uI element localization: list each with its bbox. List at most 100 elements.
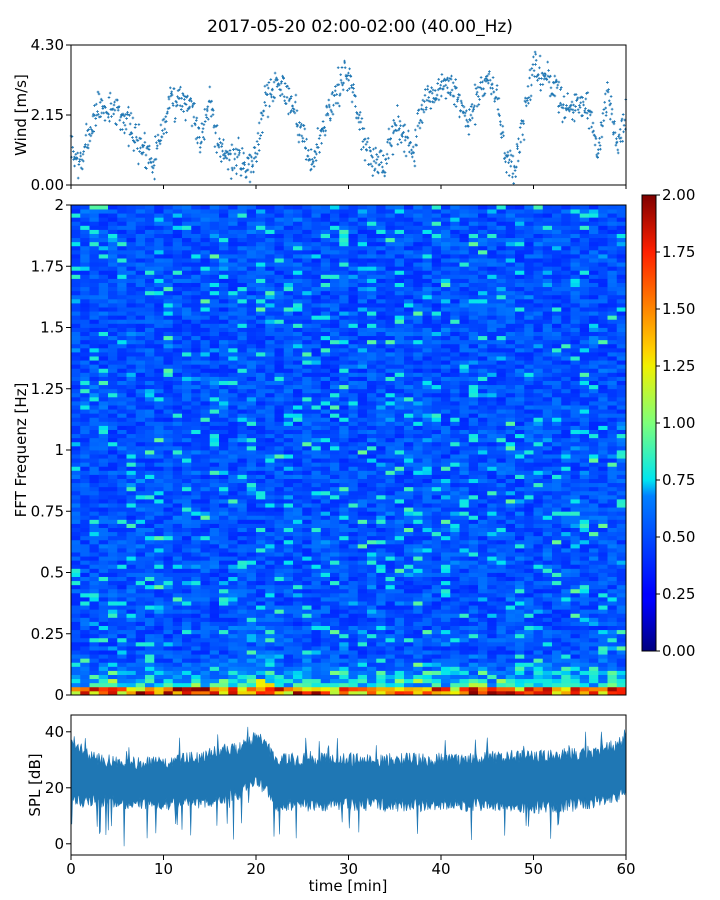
wind-point xyxy=(567,108,570,111)
spectrogram-cell xyxy=(542,503,553,508)
spectrogram-cell xyxy=(154,515,164,520)
spectrogram-cell xyxy=(598,576,608,582)
spectrogram-cell xyxy=(191,552,201,557)
wind-point xyxy=(290,109,293,112)
spectrogram-cell xyxy=(154,580,164,586)
spectrogram-cell xyxy=(385,511,396,516)
wind-point xyxy=(101,107,105,110)
spectrogram-cell xyxy=(413,584,423,590)
spectrogram-cell xyxy=(505,507,516,512)
wind-point xyxy=(552,81,556,85)
spectrogram-cell xyxy=(459,499,470,504)
spectrogram-cell xyxy=(542,580,553,586)
wind-point xyxy=(394,124,398,127)
spectrogram-cell xyxy=(542,441,553,447)
spectrogram-cell xyxy=(431,686,442,692)
spectrogram-cell xyxy=(293,678,303,684)
spectrogram-cell xyxy=(89,592,100,598)
spectrogram-cell xyxy=(274,511,285,516)
spectrogram-cell xyxy=(71,556,81,561)
spectrogram-cell xyxy=(505,494,516,500)
spectrogram-cell xyxy=(89,580,100,586)
wind-point xyxy=(131,136,134,139)
spectrogram-cell xyxy=(163,609,174,614)
spectrogram-cell xyxy=(126,490,137,496)
spectrogram-cell xyxy=(431,445,442,451)
spectrogram-cell xyxy=(570,445,581,451)
spectrogram-cell xyxy=(237,437,248,443)
spectrogram-cell xyxy=(320,641,331,647)
spectrogram-cell xyxy=(450,486,460,492)
spectrogram-cell xyxy=(348,597,359,602)
spectrogram-cell xyxy=(320,621,331,626)
spectrogram-cell xyxy=(385,503,396,508)
spectrogram-cell xyxy=(283,580,294,586)
spectrogram-cell xyxy=(542,482,553,488)
spectrogram-cell xyxy=(145,494,155,500)
spectrogram-cell xyxy=(570,633,581,639)
spectrogram-cell xyxy=(209,535,220,541)
spectrogram-cell xyxy=(256,445,266,451)
spectrogram-cell xyxy=(431,650,442,655)
spectrogram-cell xyxy=(154,531,164,537)
spectrogram-cell xyxy=(589,458,599,463)
spectrogram-cell xyxy=(246,515,257,520)
spectrogram-cell xyxy=(589,576,599,582)
spectrogram-cell xyxy=(561,552,571,557)
wind-point xyxy=(355,111,358,114)
spectrogram-cell xyxy=(154,494,164,500)
wind-point xyxy=(416,124,420,128)
spectrogram-cell xyxy=(274,548,285,553)
spectrogram-cell xyxy=(200,580,211,586)
spectrogram-cell xyxy=(459,621,470,626)
spectrogram-cell xyxy=(80,490,90,496)
spectrogram-cell xyxy=(542,507,553,512)
spectrogram-cell xyxy=(293,527,303,533)
spectrogram-cell xyxy=(311,543,322,549)
spectrogram-cell xyxy=(237,650,248,655)
spectrogram-cell xyxy=(404,523,414,528)
wind-point xyxy=(435,93,439,97)
wind-point xyxy=(491,76,495,79)
spectrogram-cell xyxy=(487,670,497,675)
spectrogram-cell xyxy=(163,450,174,455)
spectrogram-cell xyxy=(468,666,479,671)
spectrogram-cell xyxy=(339,686,349,692)
spectrogram-cell xyxy=(589,560,599,565)
spectrogram-cell xyxy=(385,527,396,533)
spectrogram-cell xyxy=(552,580,562,586)
spectrogram-cell xyxy=(542,548,553,553)
spectrogram-cell xyxy=(505,568,516,573)
spectrogram-cell xyxy=(274,490,285,496)
spectrogram-cell xyxy=(191,572,201,577)
spectrogram-cell xyxy=(265,543,275,549)
spectrogram-cell xyxy=(89,621,100,626)
spectrogram-cell xyxy=(283,572,294,577)
wind-point xyxy=(614,143,618,147)
wind-point xyxy=(527,96,531,99)
wind-point xyxy=(94,124,98,127)
spectrogram-cell xyxy=(468,576,479,582)
spectrogram-cells xyxy=(71,205,627,696)
spectrogram-cell xyxy=(431,625,442,631)
wind-point xyxy=(440,94,443,98)
spectrogram-cell xyxy=(293,666,303,671)
spectrogram-cell xyxy=(265,527,275,533)
spectrogram-cell xyxy=(219,454,229,459)
spectrogram-cell xyxy=(376,678,386,684)
spectrogram-cell xyxy=(71,617,81,622)
spectrogram-cell xyxy=(283,682,294,688)
spectrogram-cell xyxy=(505,462,516,467)
wind-point xyxy=(257,143,260,146)
spectrogram-cell xyxy=(357,617,368,622)
wind-point xyxy=(601,124,604,128)
spectrogram-cell xyxy=(80,670,90,675)
spectrogram-cell xyxy=(404,682,414,688)
spectrogram-cell xyxy=(357,466,368,471)
spectrogram-cell xyxy=(441,641,451,647)
spectrogram-cell xyxy=(191,633,201,639)
spectrogram-cell xyxy=(98,556,109,561)
spectrogram-cell xyxy=(330,543,340,549)
spectrogram-cell xyxy=(135,548,146,553)
spectrogram-cell xyxy=(274,507,285,512)
